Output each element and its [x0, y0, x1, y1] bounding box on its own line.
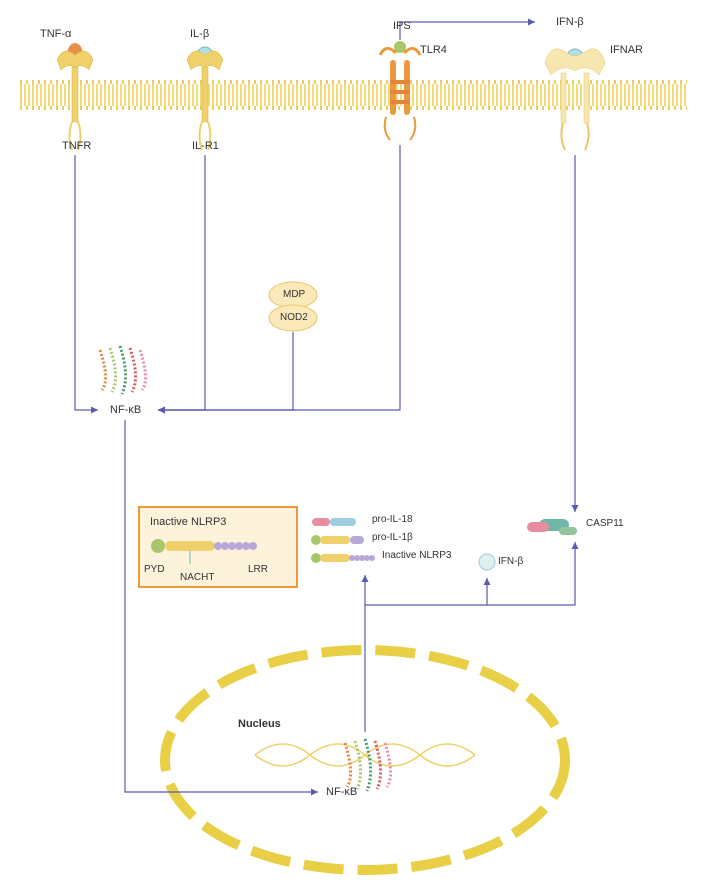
diagram-canvas — [0, 0, 707, 882]
nfkb1-label: NF-κB — [110, 404, 141, 416]
casp11-label: CASP11 — [586, 518, 624, 529]
ifnb-top-label: IFN-β — [556, 16, 584, 28]
product-pro-il18 — [312, 518, 356, 526]
product-pro-il1b — [311, 535, 364, 545]
casp11-glyph — [527, 519, 577, 535]
arrow-nod2-nfkb — [158, 332, 293, 410]
inactive-nlrp3-label: Inactive NLRP3 — [382, 550, 451, 561]
nacht-label: NACHT — [180, 572, 214, 583]
ifnb-mid-label: IFN-β — [498, 556, 523, 567]
pyd-label: PYD — [144, 564, 165, 575]
product-inactive-nlrp3 — [311, 553, 375, 563]
ilr1-label: IL-R1 — [192, 140, 219, 152]
ifnb-molecule — [479, 554, 495, 570]
nucleus-label: Nucleus — [238, 718, 281, 730]
lrr-label: LRR — [248, 564, 268, 575]
nfkb2-label: NF-κB — [326, 786, 357, 798]
arrow-ilr1-nfkb — [158, 155, 205, 410]
nod2-label: NOD2 — [280, 312, 308, 323]
ips-label: IPS — [393, 20, 411, 32]
arrow-branch-casp11 — [487, 542, 575, 605]
nfkb-aggregate-1 — [100, 346, 146, 394]
nfkb-aggregate-2 — [345, 739, 391, 791]
pro-il18-label: pro-IL-18 — [372, 514, 413, 525]
nlrp3-domain-glyph — [150, 536, 290, 566]
ilb-label: IL-β — [190, 28, 209, 40]
nucleus-membrane — [165, 650, 565, 870]
tnfr-label: TNFR — [62, 140, 91, 152]
inactive-nlrp3-box: Inactive NLRP3 PYD NACHT LRR — [138, 506, 298, 588]
arrow-branch-ifnb — [365, 578, 487, 605]
pro-il1b-label: pro-IL-1β — [372, 532, 413, 543]
dna-helix — [255, 744, 475, 766]
tnfa-label: TNF-α — [40, 28, 71, 40]
mdp-label: MDP — [283, 289, 305, 300]
tlr4-label: TLR4 — [420, 44, 447, 56]
arrow-nfkb-nucleus — [125, 420, 318, 792]
ifnar-label: IFNAR — [610, 44, 643, 56]
cell-membrane — [20, 80, 687, 110]
lipid-bilayer — [20, 80, 687, 110]
inactive-nlrp3-title: Inactive NLRP3 — [150, 516, 226, 528]
arrow-tlr4-ifnb — [400, 22, 535, 40]
arrow-tlr4-nfkb — [158, 145, 400, 410]
arrow-tnfr-nfkb — [75, 155, 98, 410]
